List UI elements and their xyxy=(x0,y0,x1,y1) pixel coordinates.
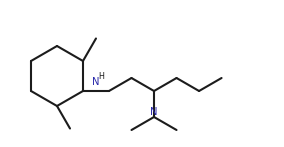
Text: N: N xyxy=(92,77,100,87)
Text: N: N xyxy=(150,107,158,117)
Text: H: H xyxy=(98,71,104,81)
